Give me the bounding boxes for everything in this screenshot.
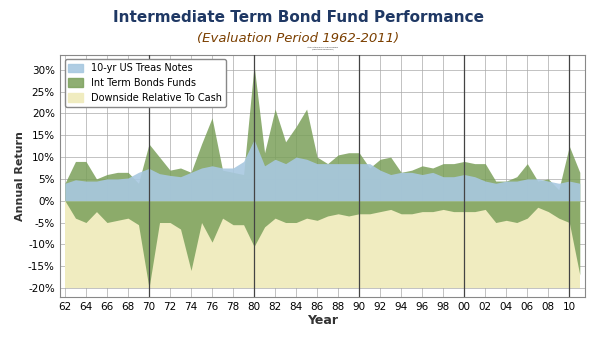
Legend: 10-yr US Treas Notes, Int Term Bonds Funds, Downside Relative To Cash: 10-yr US Treas Notes, Int Term Bonds Fun… — [64, 59, 226, 107]
Text: Intermediate Term Bond Fund Performance: Intermediate Term Bond Fund Performance — [113, 10, 484, 25]
Text: (Evaluation Period 1962-2011): (Evaluation Period 1962-2011) — [198, 32, 399, 45]
Title: Intermediate Term Bond Fund Performance
(Evaluation Period 1962-2011): Intermediate Term Bond Fund Performance … — [307, 46, 338, 49]
X-axis label: Year: Year — [307, 314, 338, 327]
Y-axis label: Annual Return: Annual Return — [15, 131, 25, 221]
